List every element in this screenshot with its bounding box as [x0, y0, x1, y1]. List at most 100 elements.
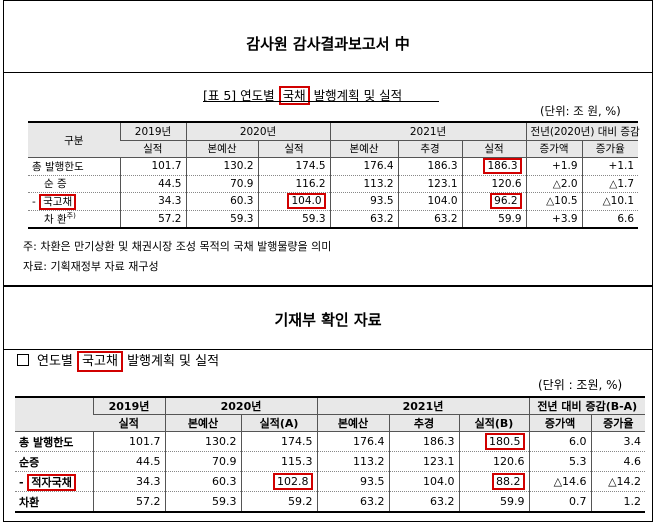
header-2020: 2020년 — [185, 122, 331, 141]
cell-highlight: 186.3 — [461, 157, 527, 176]
cell: △1.7 — [581, 175, 639, 193]
cell: 130.2 — [164, 431, 241, 452]
cell: 101.7 — [92, 431, 165, 452]
cell: 4.6 — [590, 451, 646, 472]
cell: +1.1 — [581, 157, 639, 176]
cell: 6.6 — [581, 210, 639, 229]
highlighted-value: 102.8 — [273, 473, 313, 490]
cell: 101.7 — [119, 157, 186, 176]
bottom-caption-highlight: 국고채 — [77, 351, 123, 372]
header-2019: 2019년 — [119, 122, 186, 141]
cell: 123.1 — [397, 175, 463, 193]
cell: 6.0 — [528, 431, 592, 452]
highlighted-value: 104.0 — [287, 193, 326, 210]
row-label: 총 발행한도 — [28, 157, 120, 176]
cell: 44.5 — [119, 175, 186, 193]
cell: 57.2 — [119, 210, 186, 229]
cell: 59.3 — [257, 210, 331, 229]
bottom-caption-post: 발행계획 및 실적 — [127, 354, 220, 369]
top-table: 구분 2019년 2020년 2021년 전년(2020년) 대비 증감 실적 … — [28, 121, 640, 229]
table-row: - 국고채 34.3 60.3 104.0 93.5 104.0 96.2 △1… — [28, 192, 639, 211]
table-row: 총 발행한도 101.7 130.2 174.5 176.4 186.3 186… — [28, 157, 639, 176]
footnote: 주: 차환은 만기상환 및 채권시장 조성 목적의 국채 발행물량을 의미 — [23, 240, 332, 253]
cell: 59.3 — [164, 491, 241, 513]
cell: △2.0 — [525, 175, 583, 193]
table-row: - 적자국채 34.3 60.3 102.8 93.5 104.0 88.2 △… — [15, 471, 646, 492]
row-label-dash: - — [32, 195, 36, 208]
cell: 186.3 — [397, 157, 463, 176]
cell: 70.9 — [164, 451, 241, 472]
header-2019: 2019년 — [92, 397, 165, 415]
row-label-text: 차 환 — [44, 213, 67, 226]
header-2021-supp: 추경 — [388, 414, 459, 432]
header-2019-actual: 실적 — [93, 414, 165, 432]
row-label: 순증 — [15, 451, 93, 472]
cell: 63.2 — [397, 210, 463, 229]
cell: 59.9 — [458, 491, 530, 513]
bottom-table: 2019년 2020년 2021년 전년 대비 증감(B-A) 실적 본예산 실… — [15, 396, 646, 513]
cell: 93.5 — [316, 471, 389, 492]
cell: 57.2 — [92, 491, 165, 513]
row-label: 순 증 — [28, 175, 120, 193]
header-2020-actual-a: 실적(A) — [240, 414, 317, 432]
cell: 186.3 — [388, 431, 459, 452]
cell: △10.5 — [525, 192, 583, 211]
audit-report-title: 감사원 감사결과보고서 中 — [4, 1, 652, 73]
header-yoy: 전년(2020년) 대비 증감 — [525, 122, 640, 141]
table-row: 총 발행한도 101.7 130.2 174.5 176.4 186.3 180… — [15, 431, 646, 452]
row-label-highlight: 적자국채 — [27, 473, 76, 491]
cell: 104.0 — [388, 471, 459, 492]
row-label: 차환 — [15, 491, 93, 513]
cell: 113.2 — [316, 451, 389, 472]
cell: 63.2 — [388, 491, 459, 513]
table-row: 순 증 44.5 70.9 116.2 113.2 123.1 120.6 △2… — [28, 175, 639, 193]
header-diff: 증가액 — [525, 140, 583, 158]
cell: +3.9 — [525, 210, 583, 229]
cell: 44.5 — [92, 451, 165, 472]
header-rate: 증가율 — [590, 414, 646, 432]
header-2021-actual-b: 실적(B) — [458, 414, 530, 432]
table5-caption: [표 5] 연도별 국채 발행계획 및 실적 — [203, 85, 403, 105]
cell: 59.3 — [185, 210, 258, 229]
header-2021-actual: 실적 — [461, 140, 527, 158]
table-row: 차환 57.2 59.3 59.2 63.2 63.2 59.9 0.7 1.2 — [15, 491, 646, 513]
cell: +1.9 — [525, 157, 583, 176]
header-2021: 2021년 — [329, 122, 527, 141]
cell: 176.4 — [329, 157, 399, 176]
table5-caption-post: 발행계획 및 실적 — [313, 88, 403, 103]
cell-highlight: 96.2 — [461, 192, 527, 211]
row-label: 총 발행한도 — [15, 431, 93, 452]
cell: 115.3 — [240, 451, 317, 472]
highlighted-value: 186.3 — [483, 158, 522, 175]
row-label-dash: - — [19, 475, 24, 489]
cell: △10.1 — [581, 192, 639, 211]
header-diff: 증가액 — [528, 414, 592, 432]
header-2020-budget: 본예산 — [185, 140, 258, 158]
ministry-section: 기재부 확인 자료 — [3, 286, 653, 522]
header-2021-supp: 추경 — [397, 140, 463, 158]
cell: △14.2 — [590, 471, 646, 492]
checkbox-square-icon — [17, 354, 29, 366]
cell: 60.3 — [164, 471, 241, 492]
cell: 59.2 — [240, 491, 317, 513]
table5-caption-highlight: 국채 — [278, 86, 310, 105]
header-2020: 2020년 — [164, 397, 317, 415]
cell: 60.3 — [185, 192, 258, 211]
cell: 63.2 — [316, 491, 389, 513]
highlighted-value: 96.2 — [490, 193, 522, 210]
cell: 130.2 — [185, 157, 258, 176]
cell: 176.4 — [316, 431, 389, 452]
cell: 174.5 — [240, 431, 317, 452]
header-2019-actual: 실적 — [120, 140, 186, 158]
cell: 34.3 — [119, 192, 186, 211]
cell: 59.9 — [461, 210, 527, 229]
caption-underline — [203, 101, 439, 102]
header-rate: 증가율 — [581, 140, 639, 158]
bottom-unit-label: (단위 : 조원, %) — [538, 378, 623, 392]
header-2020-budget: 본예산 — [164, 414, 241, 432]
table5-caption-pre: [표 5] 연도별 — [203, 88, 275, 103]
footnote-marker: 주) — [66, 212, 76, 220]
cell: 0.7 — [528, 491, 592, 513]
header-gubun: 구분 — [28, 122, 120, 158]
cell: 104.0 — [397, 192, 463, 211]
